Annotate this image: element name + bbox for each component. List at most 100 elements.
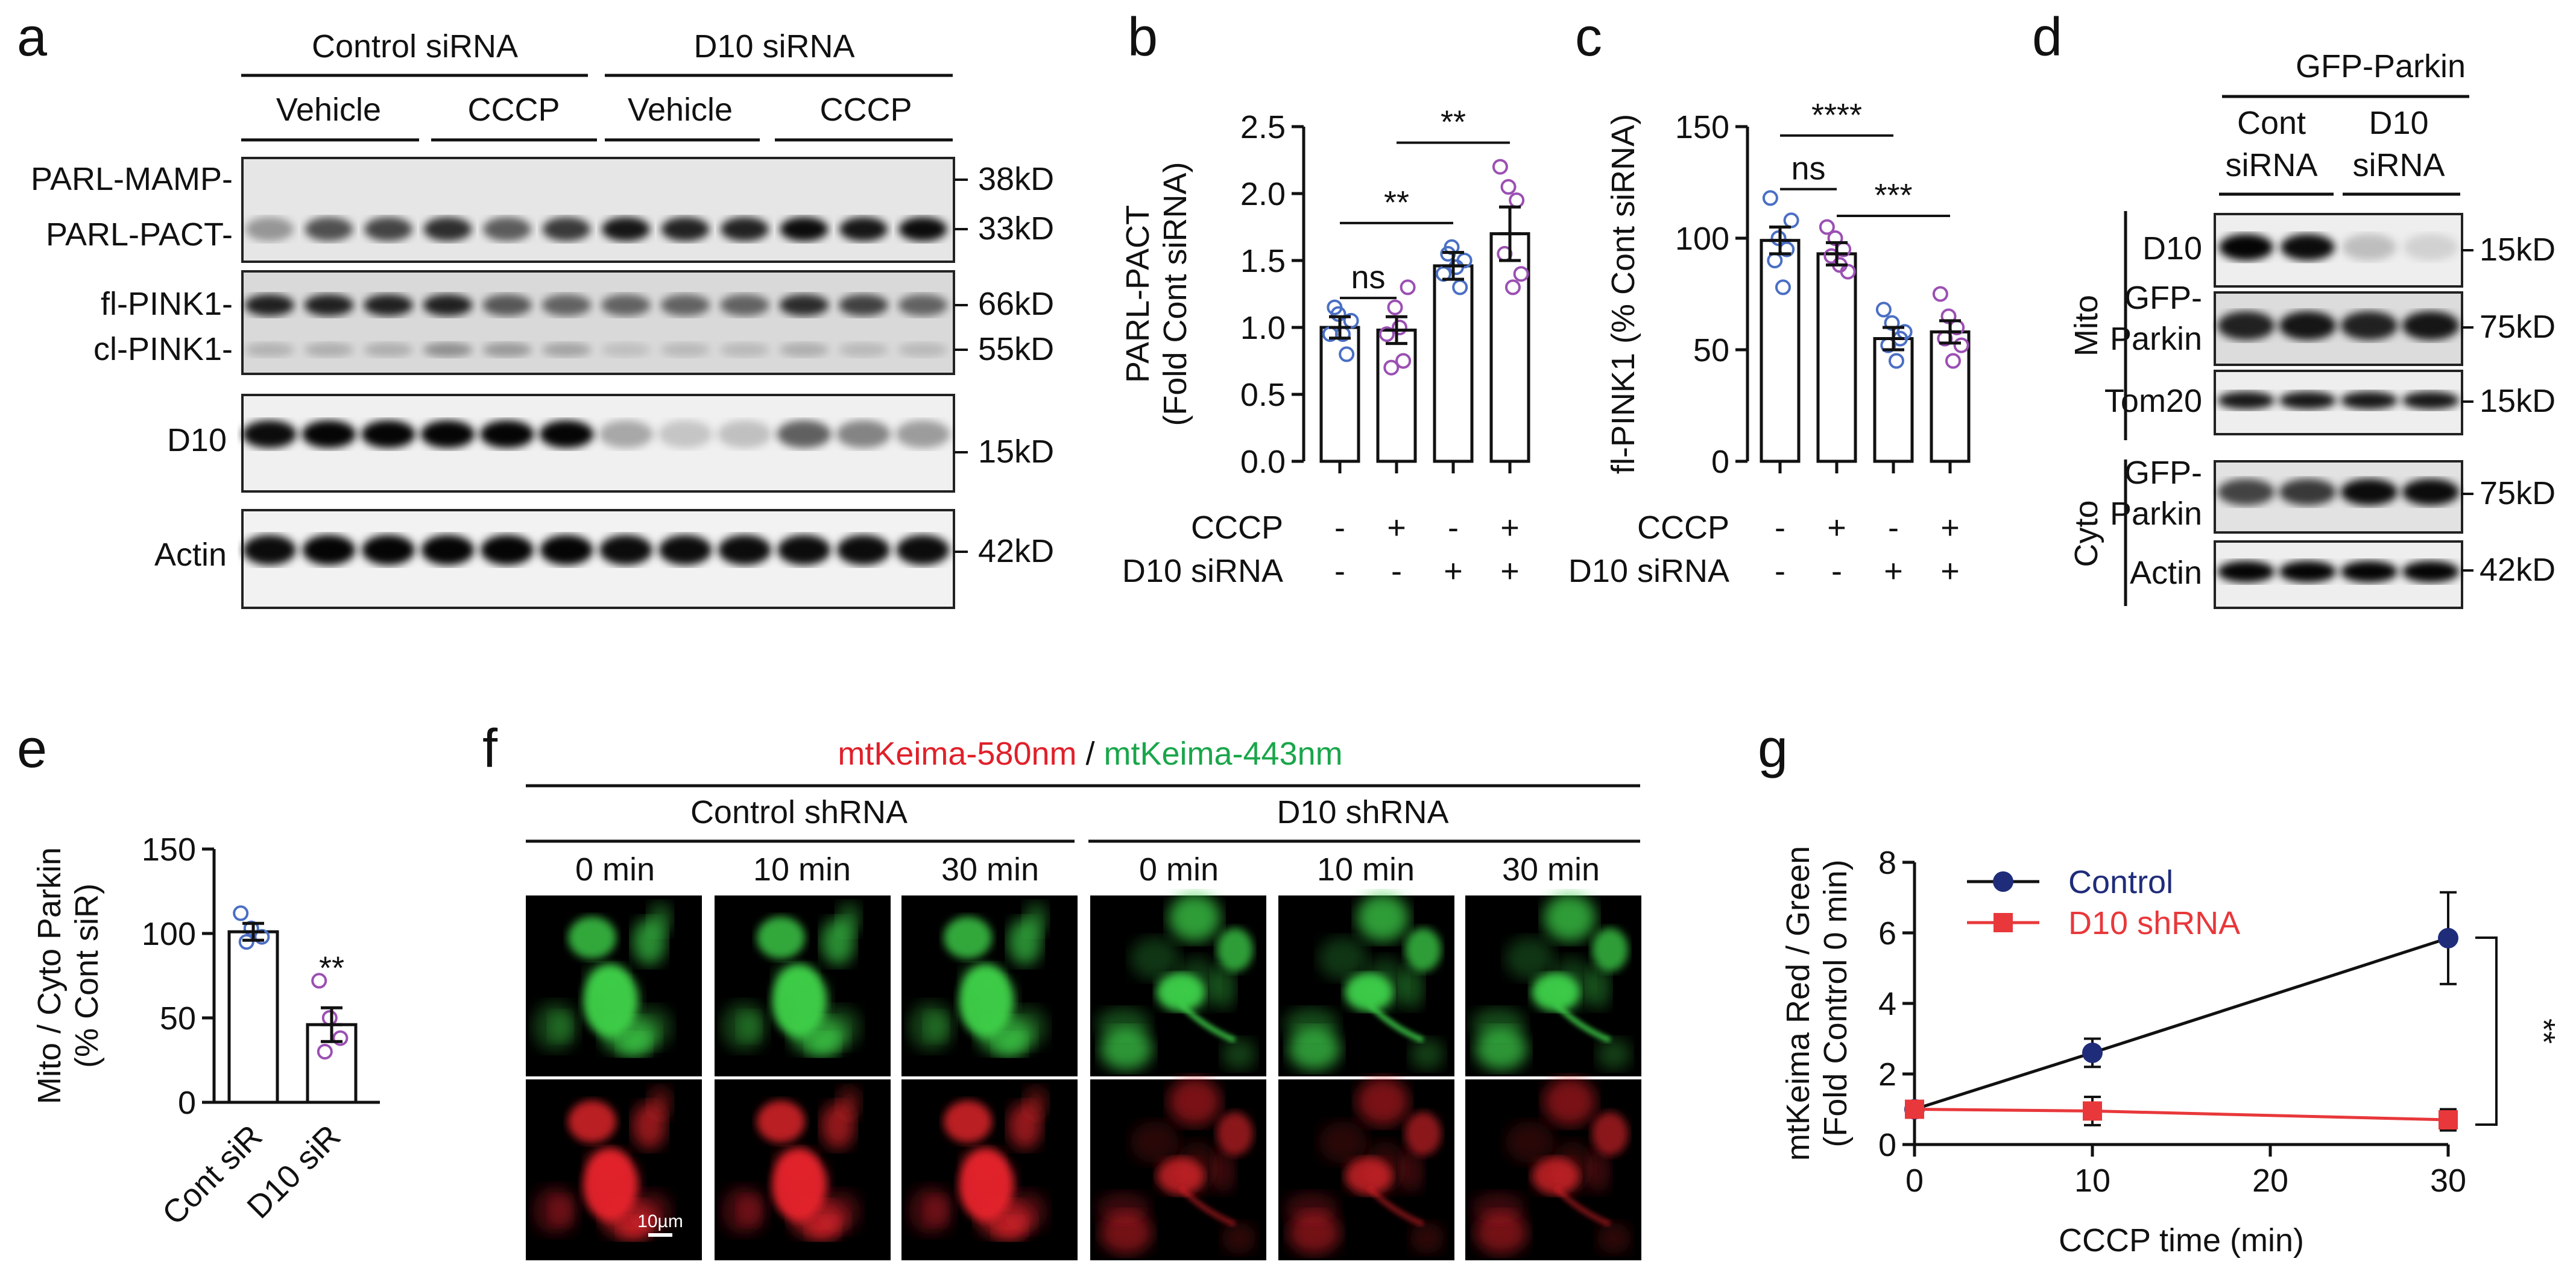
blot-d-mito-parkin-band-1 xyxy=(2217,311,2275,340)
chart-c-cond-1-0: - xyxy=(1775,553,1785,589)
chart-b-bar-2 xyxy=(1433,264,1474,463)
chart-b-cond-1-3: + xyxy=(1500,553,1520,589)
chart-e-point-0-1 xyxy=(243,920,259,936)
chart-b-bar-0 xyxy=(1319,326,1360,463)
micro-time-4: 0 min xyxy=(1139,851,1219,888)
chart-e: 0 50 100 150 Mito / Cyto Parkin (% Cont siR) C… xyxy=(31,832,380,1232)
chart-c-bar-2 xyxy=(1873,337,1914,463)
blot-d-section-mito: Mito xyxy=(2068,295,2104,356)
chart-b-cond-0-1: + xyxy=(1387,510,1406,546)
blot-a-pink1 xyxy=(241,270,955,375)
blot-d-cyto-parkin-band-3 xyxy=(2340,479,2398,505)
blot-a-fl-pink1-band-4 xyxy=(423,294,473,316)
blot-a-parl-pact-band-12 xyxy=(898,217,947,241)
panel-letter-c: c xyxy=(1575,7,1602,68)
chart-g-ytick-label-1: 2 xyxy=(1878,1056,1896,1093)
blot-a-fl-pink1-band-3 xyxy=(364,294,413,316)
chart-e-point-0-2 xyxy=(254,929,270,945)
chart-b-point-3-0 xyxy=(1492,159,1508,175)
chart-g-sig-bracket xyxy=(2475,936,2498,1126)
blot-a-label-parl-mamp: PARL-MAMP- xyxy=(31,161,233,197)
micro-tile-r2-c3 xyxy=(901,1079,1078,1260)
chart-g-point-1-1 xyxy=(2083,1101,2102,1121)
blot-a-actin-band-1 xyxy=(243,535,296,565)
chart-e-point-0-0 xyxy=(233,905,249,921)
chart-b-sig-label-1: ** xyxy=(1384,185,1409,221)
blot-d-mw-15a: 15kD xyxy=(2480,232,2555,268)
blot-a-group-control: Control siRNA xyxy=(312,28,518,65)
chart-b-ytick-label-3: 1.5 xyxy=(1240,243,1286,279)
chart-g-xtick-label-3: 30 xyxy=(2430,1163,2466,1199)
chart-b-point-1-3 xyxy=(1383,359,1400,376)
micro-tile-r2-c4 xyxy=(1090,1078,1266,1260)
chart-c-point-1-0 xyxy=(1819,219,1835,235)
blot-a-treatment-2: CCCP xyxy=(467,92,560,128)
blot-a-parl-pact-band-8 xyxy=(661,217,710,241)
blot-a-cl-pink1-band-10 xyxy=(779,343,829,357)
panel-a: Control siRNA D10 siRNA Vehicle CCCP Veh… xyxy=(31,28,1054,609)
micro-group-d10: D10 shRNA xyxy=(1277,794,1448,830)
blot-a-cl-pink1-band-2 xyxy=(304,343,354,357)
chart-b-point-0-5 xyxy=(1343,312,1359,329)
chart-c-ytick-label-3: 150 xyxy=(1675,109,1729,145)
blot-a-actin-band-2 xyxy=(302,535,356,565)
chart-g-ylabel: mtKeima Red / Green xyxy=(1780,846,1816,1161)
chart-b-ytick-label-0: 0.0 xyxy=(1240,444,1286,480)
blot-d-mw-75b: 75kD xyxy=(2480,475,2555,511)
blot-a-cl-pink1-band-3 xyxy=(364,343,413,357)
blot-a-d10-band-12 xyxy=(895,420,950,448)
chart-g-point-0-2 xyxy=(2438,927,2458,949)
blots-d xyxy=(2214,213,2463,609)
blot-d-cyto-parkin-band-1 xyxy=(2217,479,2275,505)
chart-c-cond-0-1: + xyxy=(1827,510,1846,546)
chart-c-bar-0 xyxy=(1760,239,1801,463)
chart-b-cond-1-2: + xyxy=(1444,553,1463,589)
chart-g-ytick-label-3: 6 xyxy=(1878,915,1896,952)
blot-d-mito-d10-band-1 xyxy=(2219,234,2273,261)
chart-e-ylabel: Mito / Cyto Parkin xyxy=(31,847,68,1104)
micro-tile-r1-c4 xyxy=(1090,894,1266,1076)
micro-group-control: Control shRNA xyxy=(690,794,908,830)
blot-a-actin-band-5 xyxy=(481,535,534,565)
blot-d-section-cyto: Cyto xyxy=(2068,500,2104,567)
chart-e-ytick-label-1: 50 xyxy=(160,1000,196,1037)
chart-e-category-0: Cont siR xyxy=(156,1118,270,1232)
chart-b-point-1-2 xyxy=(1395,353,1412,369)
chart-c-sig-label-1: **** xyxy=(1811,97,1862,133)
scale-bar-label: 10µm xyxy=(637,1211,683,1231)
chart-c-cond-0-0: - xyxy=(1775,510,1785,546)
blot-a-actin-band-12 xyxy=(896,535,950,565)
blot-a-fl-pink1-band-11 xyxy=(839,294,888,316)
chart-c-bar-1 xyxy=(1816,252,1857,463)
blot-d-cyto-parkin-band-2 xyxy=(2279,479,2337,505)
blot-d-col-sirna-2: siRNA xyxy=(2352,147,2445,183)
blot-a-actin-band-7 xyxy=(599,535,652,565)
chart-c-point-0-0 xyxy=(1762,190,1778,206)
blot-d-mito-d10-band-2 xyxy=(2281,234,2335,261)
chart-g-ytick-label-0: 0 xyxy=(1878,1127,1896,1163)
chart-c-ytick-label-0: 0 xyxy=(1711,444,1729,480)
chart-c-point-0-4 xyxy=(1775,279,1791,295)
chart-e-annotation-0: ** xyxy=(319,950,344,987)
blot-a-d10-band-7 xyxy=(599,420,653,448)
blot-d-cyto-parkin-band-4 xyxy=(2402,479,2460,505)
blot-a-parl-pact-band-6 xyxy=(542,217,591,241)
chart-e-point-1-0 xyxy=(311,973,327,989)
micro-title: mtKeima-580nm / mtKeima-443nm xyxy=(838,736,1342,772)
micro-time-3: 30 min xyxy=(941,851,1039,888)
blot-d-label-actin: Actin xyxy=(2130,555,2202,591)
blot-a-actin-band-9 xyxy=(718,535,771,565)
blot-d-cyto-actin-band-2 xyxy=(2279,561,2337,583)
blot-d-label-d10: D10 xyxy=(2142,230,2202,267)
blot-a-parl-pact-band-7 xyxy=(602,217,650,241)
blot-d-cyto-actin-band-1 xyxy=(2217,561,2275,583)
chart-b-cond-1-1: - xyxy=(1391,553,1402,589)
chart-c-cond-1-1: - xyxy=(1831,553,1842,589)
blot-a-d10-band-3 xyxy=(361,420,415,448)
blot-a-treatment-3: Vehicle xyxy=(628,92,733,128)
chart-b-point-1-0 xyxy=(1378,326,1395,343)
chart-g-line-1 xyxy=(1914,1108,2449,1122)
blot-d-mito-tom20-band-4 xyxy=(2402,391,2460,409)
chart-g-legend-marker-1 xyxy=(1994,913,2013,932)
micro-tile-r2-c1 xyxy=(526,1079,702,1260)
